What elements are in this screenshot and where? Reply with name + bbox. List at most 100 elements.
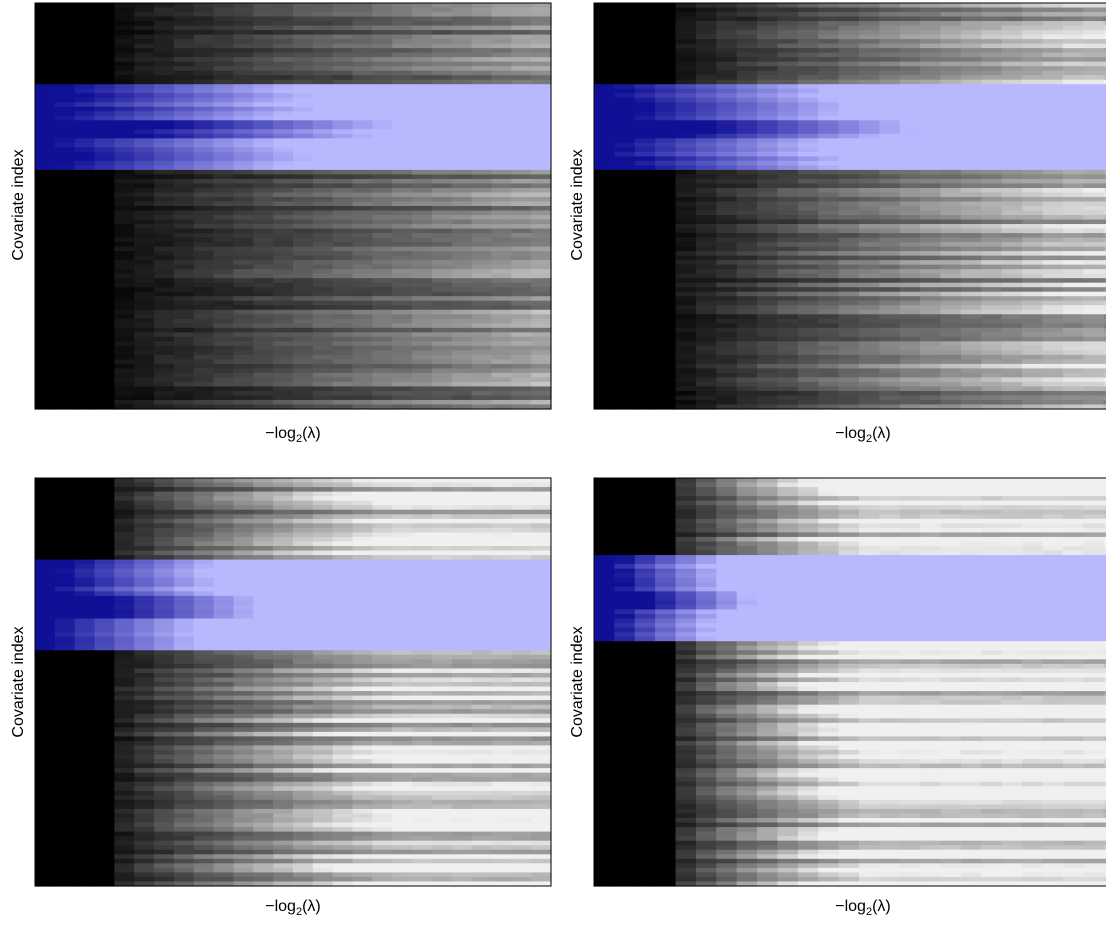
heatmap-cell — [253, 70, 274, 76]
heatmap-cell — [695, 160, 717, 166]
heatmap-cell — [54, 523, 76, 529]
heatmap-cell — [594, 57, 615, 63]
heatmap-cell — [392, 210, 413, 216]
heatmap-cell — [1001, 359, 1023, 365]
heatmap-cell — [173, 88, 195, 94]
heatmap-cell — [372, 196, 393, 203]
heatmap-cell — [412, 233, 433, 239]
heatmap-cell — [757, 48, 779, 54]
heatmap-cell — [372, 282, 393, 288]
heatmap-cell — [675, 97, 697, 103]
heatmap-cell — [594, 178, 615, 185]
heatmap-cell — [695, 169, 717, 176]
heatmap-cell — [94, 183, 115, 189]
heatmap-cell — [273, 156, 294, 162]
heatmap-cell — [879, 52, 901, 58]
heatmap-cell — [634, 233, 656, 239]
heatmap-cell — [675, 386, 697, 392]
heatmap-cell — [655, 291, 677, 297]
heatmap-cell — [54, 618, 76, 624]
heatmap-cell — [233, 106, 254, 112]
heatmap-cell — [1001, 219, 1023, 225]
heatmap-cell — [899, 174, 921, 180]
heatmap-cell — [154, 372, 175, 379]
heatmap-cell — [332, 169, 354, 176]
heatmap-cell — [777, 52, 799, 58]
heatmap-cell — [1103, 165, 1106, 171]
heatmap-cell — [899, 178, 921, 185]
heatmap-cell — [1062, 84, 1084, 90]
heatmap-cell — [173, 16, 195, 22]
heatmap-cell — [736, 224, 758, 230]
heatmap-cell — [154, 178, 175, 185]
heatmap-cell — [859, 251, 880, 257]
heatmap-cell — [94, 242, 115, 248]
heatmap-cell — [777, 66, 799, 72]
heatmap-cell — [757, 404, 779, 410]
heatmap-cell — [273, 246, 294, 252]
heatmap-cell — [1083, 138, 1105, 144]
heatmap-cell — [981, 359, 1003, 365]
heatmap-cell — [655, 404, 677, 410]
heatmap-cell — [293, 178, 314, 185]
heatmap-cell — [655, 359, 677, 365]
heatmap-cell — [154, 169, 175, 176]
heatmap-cell — [940, 79, 962, 85]
heatmap-cell — [431, 97, 453, 103]
heatmap-cell — [1062, 291, 1084, 297]
heatmap-cell — [74, 863, 96, 869]
heatmap-cell — [471, 251, 493, 257]
heatmap-cell — [233, 287, 254, 293]
heatmap-cell — [114, 237, 135, 243]
heatmap-cell — [511, 219, 532, 225]
heatmap-cell — [594, 264, 615, 270]
heatmap-cell — [859, 237, 880, 243]
heatmap-cell — [920, 84, 942, 90]
heatmap-cell — [451, 43, 473, 49]
heatmap-cell — [981, 187, 1003, 194]
heatmap-cell — [392, 354, 413, 360]
heatmap-cell — [899, 102, 921, 108]
heatmap-cell — [233, 169, 254, 176]
heatmap-cell — [94, 568, 115, 574]
heatmap-cell — [838, 386, 860, 392]
heatmap-cell — [451, 39, 473, 45]
heatmap-cell — [818, 377, 840, 383]
heatmap-cell — [634, 115, 656, 121]
heatmap-cell — [193, 88, 215, 94]
heatmap-cell — [655, 318, 677, 324]
heatmap-cell — [114, 327, 135, 333]
heatmap-cell — [940, 133, 962, 139]
heatmap-cell — [960, 233, 982, 239]
heatmap-cell — [511, 282, 532, 288]
heatmap-cell — [614, 196, 636, 203]
heatmap-cell — [451, 341, 473, 347]
heatmap-cell — [818, 93, 840, 99]
heatmap-cell — [838, 354, 860, 360]
heatmap-cell — [273, 296, 294, 302]
heatmap-cell — [1001, 124, 1023, 130]
heatmap-cell — [312, 332, 334, 338]
heatmap-cell — [412, 147, 433, 153]
heatmap-cell — [94, 70, 115, 76]
heatmap-cell — [777, 296, 799, 302]
heatmap-cell — [1042, 228, 1064, 234]
heatmap-cell — [173, 210, 195, 216]
heatmap-cell — [1001, 30, 1023, 36]
heatmap-cell — [154, 300, 175, 306]
heatmap-cell — [471, 282, 493, 288]
heatmap-cell — [1103, 106, 1106, 112]
heatmap-cell — [312, 133, 334, 139]
heatmap-cell — [352, 151, 373, 157]
heatmap-cell — [293, 106, 314, 112]
heatmap-cell — [352, 287, 373, 293]
heatmap-cell — [213, 133, 235, 139]
heatmap-cell — [35, 246, 56, 252]
heatmap-cell — [332, 129, 354, 135]
plot-frame — [593, 2, 1106, 410]
heatmap-cell — [716, 224, 738, 230]
heatmap-cell — [777, 260, 799, 266]
heatmap-cell — [193, 404, 215, 410]
heatmap-cell — [134, 278, 155, 284]
heatmap-cell — [293, 12, 314, 18]
